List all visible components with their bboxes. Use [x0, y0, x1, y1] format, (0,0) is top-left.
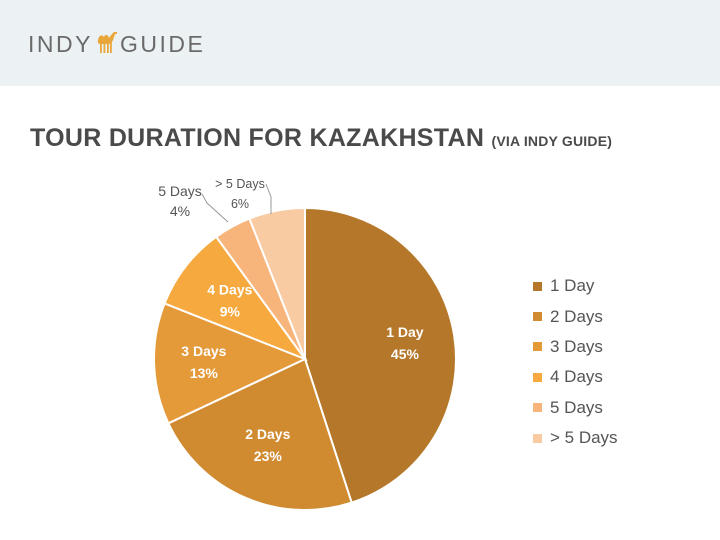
legend-item-4-days[interactable]: 4 Days [533, 362, 618, 392]
slice-labels: 1 Day 45% 2 Days 23% 3 Days 13% 4 Days 9% 5 Days… [158, 177, 424, 464]
leader-line-5-days [201, 193, 229, 223]
legend-item-2-days[interactable]: 2 Days [533, 301, 618, 331]
legend-swatch [533, 403, 542, 413]
legend-item-5-days[interactable]: 5 Days [533, 393, 618, 423]
pie-slice-2-days[interactable] [167, 357, 353, 511]
chart-title: TOUR DURATION FOR KAZAKHSTAN (VIA INDY G… [30, 124, 612, 153]
legend-swatch [533, 433, 542, 443]
header-bar: INDY GUIDE [0, 0, 720, 86]
slice-value-5-days: 4% [170, 203, 190, 219]
legend-label: 3 Days [550, 336, 603, 356]
leader-lines [201, 183, 272, 223]
chart-title-main: TOUR DURATION FOR KAZAKHSTAN [30, 124, 485, 152]
slice-label-4-days: 4 Days [207, 282, 252, 298]
slice-label-2-days: 2 Days [245, 426, 290, 442]
pie-slice-5-days[interactable] [248, 206, 306, 360]
pie-slice-4-days[interactable] [163, 235, 308, 362]
legend-label: > 5 Days [550, 428, 618, 448]
legend-label: 1 Day [550, 276, 595, 296]
leader-line-5-days [265, 183, 272, 214]
legend-item-1-day[interactable]: 1 Day [533, 271, 618, 301]
slice-value-1-day: 45% [391, 346, 420, 362]
legend-item-3-days[interactable]: 3 Days [533, 332, 618, 362]
slice-value-3-days: 13% [190, 365, 219, 381]
chart-legend: 1 Day 2 Days 3 Days 4 Days 5 Days > 5 Days [533, 271, 618, 453]
chart-title-sub: (VIA INDY GUIDE) [491, 133, 613, 149]
legend-label: 5 Days [550, 397, 603, 417]
legend-item-5-days[interactable]: > 5 Days [533, 423, 618, 453]
slice-value-4-days: 9% [220, 304, 241, 320]
slice-label-5-days: > 5 Days [215, 177, 265, 191]
legend-swatch [533, 281, 542, 291]
slice-value-5-days: 6% [231, 197, 249, 211]
legend-swatch [533, 312, 542, 322]
slice-label-3-days: 3 Days [181, 343, 226, 359]
camel-icon [96, 28, 118, 60]
legend-label: 4 Days [550, 367, 603, 387]
slice-value-2-days: 23% [254, 448, 283, 464]
slice-label-5-days: 5 Days [158, 183, 202, 199]
pie-slice-3-days[interactable] [153, 302, 308, 425]
brand-name-left: INDY [28, 30, 93, 57]
legend-swatch [533, 372, 542, 382]
slice-label-1-day: 1 Day [386, 324, 424, 340]
pie-slice-1-day[interactable] [304, 206, 457, 504]
legend-swatch [533, 342, 542, 352]
brand-logo[interactable]: INDY GUIDE [28, 29, 205, 59]
legend-label: 2 Days [550, 306, 603, 326]
pie-slices [153, 206, 457, 511]
brand-name-right: GUIDE [119, 30, 206, 57]
